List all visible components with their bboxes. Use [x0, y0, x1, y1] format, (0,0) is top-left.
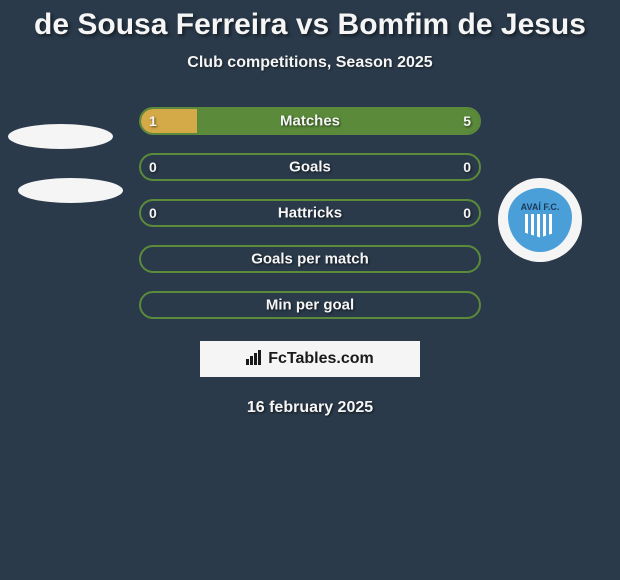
stat-bar: 15Matches [139, 107, 481, 135]
chart-area: AVAÍ F.C. 15Matches00Goals00HattricksGoa… [0, 107, 620, 319]
stat-bar: Goals per match [139, 245, 481, 273]
date-text: 16 february 2025 [0, 399, 620, 417]
stat-label: Min per goal [141, 297, 479, 314]
stat-label: Goals per match [141, 251, 479, 268]
stat-bar: 00Hattricks [139, 199, 481, 227]
stat-bar: 00Goals [139, 153, 481, 181]
stat-label: Hattricks [141, 205, 479, 222]
stat-label: Matches [141, 113, 479, 130]
stat-bar: Min per goal [139, 291, 481, 319]
bars-ascending-icon [246, 349, 264, 370]
stat-row: 00Hattricks [0, 199, 620, 227]
stat-row: 00Goals [0, 153, 620, 181]
comparison-title: de Sousa Ferreira vs Bomfim de Jesus [0, 0, 620, 54]
branding-text: FcTables.com [268, 350, 374, 368]
stat-row: Min per goal [0, 291, 620, 319]
comparison-subtitle: Club competitions, Season 2025 [0, 54, 620, 72]
stat-row: Goals per match [0, 245, 620, 273]
branding-box: FcTables.com [200, 341, 420, 377]
stat-row: 15Matches [0, 107, 620, 135]
stat-label: Goals [141, 159, 479, 176]
